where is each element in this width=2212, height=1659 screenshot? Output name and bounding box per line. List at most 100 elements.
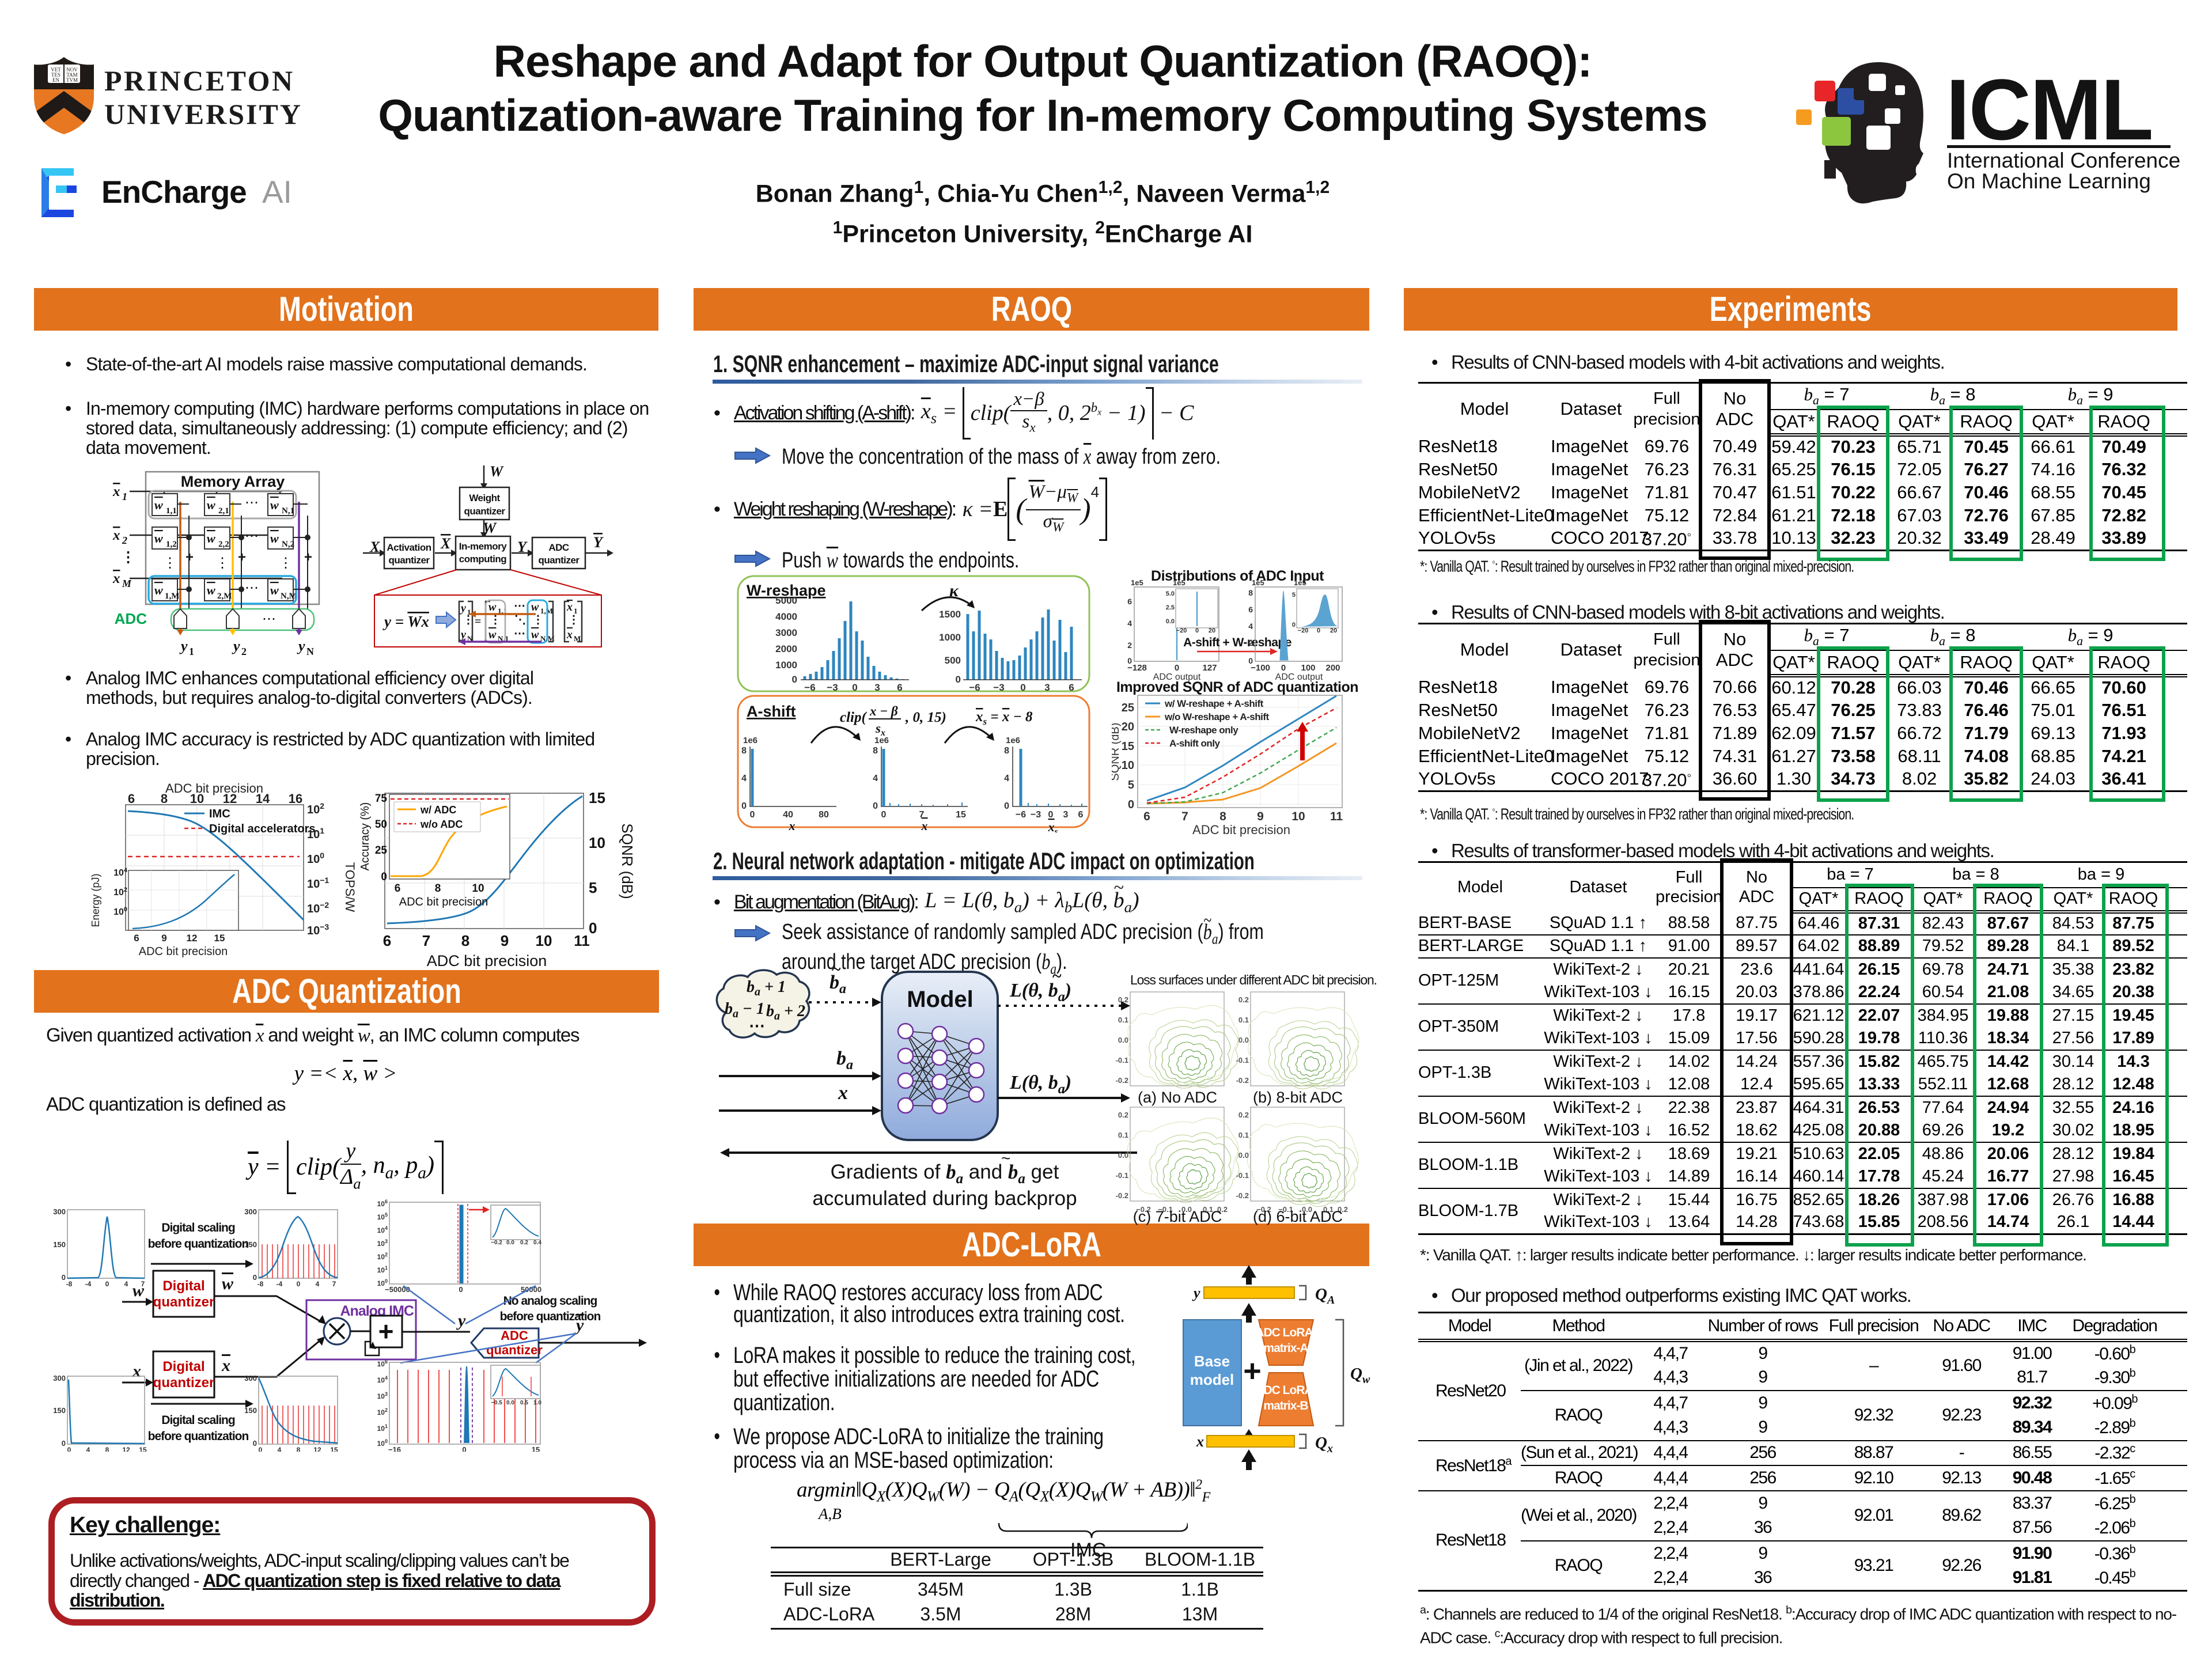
svg-text:computing: computing	[459, 554, 506, 565]
svg-text:4: 4	[1248, 622, 1253, 631]
svg-text:A-shift: A-shift	[747, 703, 796, 720]
svg-text:75: 75	[375, 793, 388, 805]
svg-text:2000: 2000	[775, 643, 797, 654]
svg-text:1e6: 1e6	[1006, 736, 1020, 745]
svg-text:4: 4	[86, 1446, 90, 1452]
svg-text:1e5: 1e5	[1131, 578, 1143, 587]
svg-text:0: 0	[462, 1445, 466, 1452]
svg-text:⋯: ⋯	[262, 611, 276, 627]
svg-text:104: 104	[377, 1225, 388, 1234]
svg-text:3000: 3000	[775, 627, 797, 638]
svg-text:−20: −20	[1176, 627, 1187, 634]
svg-text:25: 25	[1122, 702, 1134, 714]
svg-text:ADC bit precision: ADC bit precision	[139, 945, 228, 958]
svg-text:300: 300	[53, 1374, 66, 1382]
svg-text:M: M	[122, 578, 132, 589]
svg-text:Digital: Digital	[162, 1278, 204, 1294]
svg-text:2,M: 2,M	[217, 592, 232, 601]
svg-text:ba: ba	[830, 972, 846, 997]
svg-text:w: w	[531, 628, 539, 641]
svg-text:10: 10	[190, 791, 204, 806]
svg-text:ba + 1: ba + 1	[747, 978, 786, 998]
svg-text:3: 3	[1063, 810, 1069, 820]
svg-text:accumulated during backprop: accumulated during backprop	[812, 1187, 1077, 1210]
svg-text:300: 300	[244, 1374, 257, 1382]
svg-text:9: 9	[1257, 810, 1264, 823]
svg-text:quantizer: quantizer	[388, 555, 430, 566]
svg-text:12: 12	[223, 791, 237, 806]
svg-text:0: 0	[62, 1273, 66, 1282]
svg-text:0.4: 0.4	[533, 1240, 541, 1246]
svg-text:8: 8	[741, 746, 747, 756]
svg-text:X: X	[369, 539, 380, 555]
svg-text:w: w	[154, 531, 163, 546]
svg-text:0: 0	[1317, 627, 1320, 634]
svg-text:x: x	[838, 1082, 848, 1104]
svg-text:7: 7	[141, 1280, 145, 1288]
svg-text:0: 0	[105, 1280, 109, 1288]
svg-text:N,2: N,2	[282, 540, 294, 549]
svg-text:0.2: 0.2	[1238, 995, 1249, 1004]
svg-text:w/ W-reshape + A-shift: w/ W-reshape + A-shift	[1164, 698, 1264, 709]
svg-text:15: 15	[956, 810, 966, 820]
svg-text:N: N	[306, 646, 314, 657]
svg-text:w: w	[207, 583, 215, 597]
svg-text:3: 3	[874, 682, 880, 693]
svg-text:8: 8	[297, 1446, 301, 1452]
svg-text:0.1: 0.1	[1118, 1131, 1128, 1139]
svg-text:-4: -4	[276, 1280, 283, 1288]
svg-text:x: x	[1196, 1433, 1204, 1450]
svg-text:106: 106	[377, 1359, 388, 1368]
svg-text:−100: −100	[1251, 663, 1270, 673]
svg-text:10: 10	[536, 932, 552, 949]
svg-text:−16: −16	[388, 1445, 401, 1452]
svg-text:0.2: 0.2	[1118, 995, 1128, 1004]
svg-text:y: y	[179, 638, 188, 654]
svg-text:0.0: 0.0	[1181, 1205, 1192, 1214]
svg-text:0: 0	[297, 1280, 301, 1288]
svg-text:ADC output: ADC output	[1153, 672, 1201, 682]
svg-text:quantizer: quantizer	[153, 1375, 215, 1391]
svg-text:25: 25	[375, 844, 388, 857]
svg-text:150: 150	[53, 1240, 66, 1249]
svg-text:15: 15	[589, 789, 605, 806]
svg-text:10−3: 10−3	[307, 922, 329, 937]
svg-text:QA: QA	[1315, 1285, 1335, 1306]
svg-text:SQNR (dB): SQNR (dB)	[1112, 722, 1122, 781]
svg-text:80: 80	[819, 810, 829, 820]
svg-text:y = Wx: y = Wx	[382, 613, 429, 630]
svg-text:103: 103	[377, 1238, 388, 1248]
svg-text:X: X	[440, 535, 451, 552]
svg-text:ba + 2: ba + 2	[766, 1002, 805, 1022]
svg-text:0.0: 0.0	[1302, 1205, 1312, 1214]
svg-text:matrix-B: matrix-B	[1263, 1399, 1308, 1412]
svg-text:y: y	[297, 638, 305, 654]
svg-text:−0.2: −0.2	[491, 1240, 502, 1246]
svg-text:8: 8	[1248, 588, 1253, 597]
svg-text:w: w	[270, 531, 279, 546]
svg-text:8: 8	[1219, 810, 1226, 823]
svg-text:0: 0	[852, 682, 857, 693]
svg-text:15: 15	[214, 933, 225, 944]
svg-text:15: 15	[330, 1446, 338, 1452]
svg-text:Y: Y	[593, 534, 604, 551]
svg-text:7: 7	[332, 1280, 336, 1288]
svg-text:Memory Array: Memory Array	[181, 473, 285, 490]
svg-text:1e5: 1e5	[1294, 578, 1306, 587]
svg-text:-0.1: -0.1	[1236, 1171, 1249, 1180]
svg-text:ICML: ICML	[1946, 61, 2153, 158]
svg-text:y: y	[456, 1311, 466, 1330]
svg-text:10: 10	[589, 834, 605, 851]
svg-text:Accuracy (%): Accuracy (%)	[359, 802, 372, 871]
svg-text:6: 6	[395, 882, 401, 895]
svg-text:w: w	[488, 601, 497, 613]
svg-text:κ: κ	[949, 581, 959, 600]
svg-text:w/o ADC: w/o ADC	[420, 819, 463, 830]
svg-text:0: 0	[1127, 656, 1132, 665]
svg-text:+: +	[378, 1316, 394, 1346]
svg-text:0: 0	[792, 674, 797, 685]
svg-text:2,1: 2,1	[218, 506, 229, 516]
svg-text:20: 20	[1209, 627, 1215, 634]
svg-text:Digital: Digital	[162, 1359, 204, 1374]
svg-text:Base: Base	[1194, 1353, 1230, 1370]
